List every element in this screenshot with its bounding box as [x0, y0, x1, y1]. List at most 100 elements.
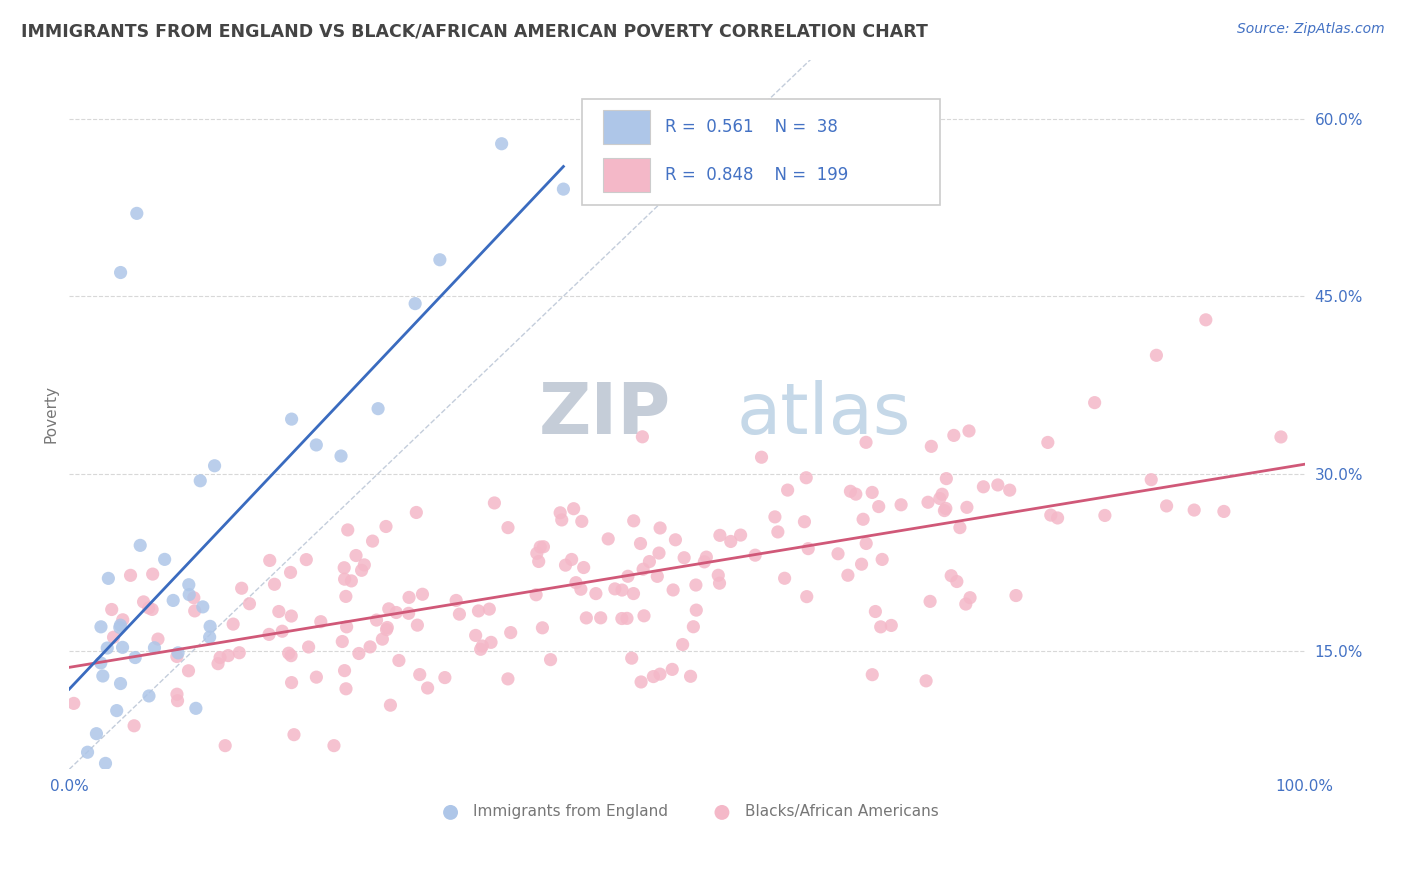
Point	[375, 519, 398, 533]
Point	[585, 586, 607, 600]
Point	[110, 266, 132, 280]
Point	[631, 430, 654, 444]
Point	[204, 458, 226, 473]
Point	[623, 514, 645, 528]
Point	[540, 653, 562, 667]
Point	[931, 487, 953, 501]
Point	[548, 506, 571, 520]
Point	[496, 521, 519, 535]
Point	[97, 571, 120, 585]
Point	[631, 562, 654, 576]
Point	[865, 605, 887, 619]
Point	[411, 587, 433, 601]
Point	[409, 667, 432, 681]
Point	[398, 607, 420, 621]
Point	[340, 574, 363, 588]
Point	[633, 608, 655, 623]
Point	[1182, 503, 1205, 517]
Point	[277, 646, 299, 660]
Point	[860, 667, 883, 681]
Point	[467, 604, 489, 618]
Point	[707, 568, 730, 582]
Point	[347, 647, 370, 661]
Point	[709, 576, 731, 591]
Point	[280, 675, 302, 690]
Point	[375, 621, 398, 635]
Point	[920, 439, 942, 453]
Point	[167, 646, 190, 660]
Point	[935, 501, 957, 516]
Point	[444, 593, 467, 607]
Point	[561, 552, 583, 566]
Point	[361, 534, 384, 549]
Point	[837, 568, 859, 582]
Point	[855, 536, 877, 550]
Point	[198, 619, 221, 633]
Point	[529, 540, 551, 554]
Point	[610, 582, 633, 597]
Point	[839, 484, 862, 499]
Point	[1144, 348, 1167, 362]
Point	[673, 550, 696, 565]
Point	[257, 627, 280, 641]
Point	[531, 621, 554, 635]
Point	[295, 552, 318, 566]
Point	[377, 602, 399, 616]
Point	[214, 739, 236, 753]
Point	[491, 136, 513, 151]
Point	[661, 662, 683, 676]
Point	[406, 618, 429, 632]
Point	[143, 640, 166, 655]
Point	[638, 555, 661, 569]
Point	[565, 575, 588, 590]
Point	[380, 698, 402, 713]
Point	[280, 412, 302, 426]
Point	[551, 513, 574, 527]
Point	[915, 673, 938, 688]
Point	[138, 689, 160, 703]
Point	[499, 625, 522, 640]
Point	[166, 649, 188, 664]
Point	[209, 650, 232, 665]
Point	[484, 496, 506, 510]
Point	[271, 624, 294, 639]
Point	[405, 506, 427, 520]
Point	[949, 521, 972, 535]
Point	[375, 623, 398, 637]
Point	[527, 554, 550, 568]
Point	[110, 676, 132, 690]
Text: IMMIGRANTS FROM ENGLAND VS BLACK/AFRICAN AMERICAN POVERTY CORRELATION CHART: IMMIGRANTS FROM ENGLAND VS BLACK/AFRICAN…	[21, 22, 928, 40]
Point	[776, 483, 799, 497]
Point	[91, 669, 114, 683]
Point	[869, 620, 891, 634]
Point	[388, 653, 411, 667]
Point	[797, 541, 820, 556]
Point	[350, 563, 373, 577]
Point	[533, 540, 555, 554]
Point	[569, 582, 592, 597]
Point	[398, 591, 420, 605]
Point	[449, 607, 471, 622]
Point	[416, 681, 439, 695]
Point	[62, 697, 84, 711]
Point	[934, 503, 956, 517]
Point	[1046, 511, 1069, 525]
Point	[305, 438, 328, 452]
Point	[554, 558, 576, 573]
Point	[86, 727, 108, 741]
Point	[1036, 435, 1059, 450]
Point	[333, 664, 356, 678]
Point	[336, 523, 359, 537]
Point	[90, 656, 112, 670]
Point	[589, 611, 612, 625]
Point	[162, 593, 184, 607]
Point	[553, 182, 575, 196]
Point	[283, 728, 305, 742]
Point	[404, 296, 426, 310]
Point	[851, 558, 873, 572]
Point	[679, 669, 702, 683]
Point	[860, 485, 883, 500]
Point	[827, 547, 849, 561]
Point	[630, 675, 652, 690]
Point	[471, 639, 494, 653]
